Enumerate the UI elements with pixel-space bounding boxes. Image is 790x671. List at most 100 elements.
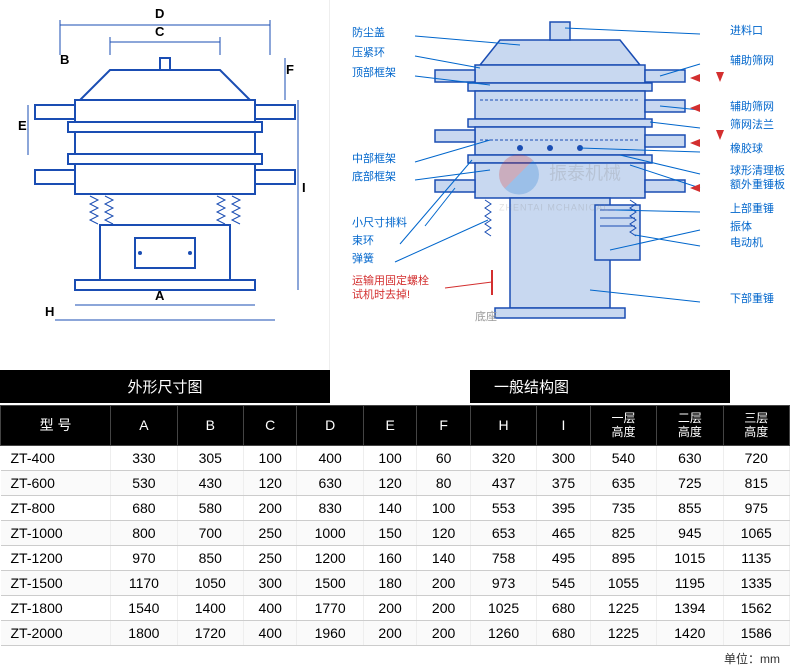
table-cell: 945 xyxy=(657,520,723,545)
table-cell: 700 xyxy=(177,520,243,545)
table-cell: ZT-600 xyxy=(1,470,111,495)
table-cell: 630 xyxy=(297,470,363,495)
callout-l3: 中部框架 xyxy=(352,150,396,166)
section-label-bar: 外形尺寸图 一般结构图 xyxy=(0,370,790,403)
table-cell: ZT-1500 xyxy=(1,570,111,595)
col-header: A xyxy=(111,406,177,446)
table-cell: 120 xyxy=(417,520,471,545)
table-cell: ZT-1200 xyxy=(1,545,111,570)
table-cell: 100 xyxy=(363,445,417,470)
structure-panel: 防尘盖 压紧环 顶部框架 中部框架 底部框架 小尺寸排料 束环 弹簧 运输用固定… xyxy=(330,0,790,370)
table-cell: 815 xyxy=(723,470,789,495)
table-cell: 1050 xyxy=(177,570,243,595)
col-header: H xyxy=(470,406,536,446)
callout-r4: 橡胶球 xyxy=(730,140,763,156)
table-cell: 200 xyxy=(243,495,297,520)
callout-r1: 辅助筛网 xyxy=(730,52,774,68)
table-cell: 140 xyxy=(417,545,471,570)
table-cell: 1195 xyxy=(657,570,723,595)
table-cell: 80 xyxy=(417,470,471,495)
callout-r6: 额外重锤板 xyxy=(730,176,785,192)
table-cell: 200 xyxy=(417,595,471,620)
table-cell: 150 xyxy=(363,520,417,545)
table-cell: 975 xyxy=(723,495,789,520)
table-cell: 320 xyxy=(470,445,536,470)
callout-l0: 防尘盖 xyxy=(352,24,385,40)
col-header: B xyxy=(177,406,243,446)
table-cell: ZT-400 xyxy=(1,445,111,470)
callout-r3: 筛网法兰 xyxy=(730,116,774,132)
table-cell: 1335 xyxy=(723,570,789,595)
table-cell: 1770 xyxy=(297,595,363,620)
table-cell: 635 xyxy=(590,470,656,495)
table-cell: 395 xyxy=(537,495,591,520)
table-cell: ZT-1800 xyxy=(1,595,111,620)
col-header: C xyxy=(243,406,297,446)
table-row: ZT-1500117010503001500180200973545105511… xyxy=(1,570,790,595)
table-cell: 465 xyxy=(537,520,591,545)
table-cell: 825 xyxy=(590,520,656,545)
table-cell: 1394 xyxy=(657,595,723,620)
table-cell: 758 xyxy=(470,545,536,570)
table-cell: 1500 xyxy=(297,570,363,595)
dim-i: I xyxy=(302,180,306,195)
table-cell: ZT-800 xyxy=(1,495,111,520)
watermark-sub: ZHENTAI MCHANICAL xyxy=(499,203,609,213)
callout-r10: 下部重锤 xyxy=(730,290,774,306)
table-cell: 680 xyxy=(111,495,177,520)
dim-d: D xyxy=(155,6,164,21)
table-cell: 970 xyxy=(111,545,177,570)
table-cell: 1015 xyxy=(657,545,723,570)
dim-c: C xyxy=(155,24,164,39)
watermark-brand: 振泰机械 xyxy=(549,163,621,183)
table-cell: 630 xyxy=(657,445,723,470)
table-cell: 200 xyxy=(363,595,417,620)
table-cell: 1225 xyxy=(590,595,656,620)
table-cell: 180 xyxy=(363,570,417,595)
table-cell: 735 xyxy=(590,495,656,520)
table-cell: 680 xyxy=(537,595,591,620)
dim-f: F xyxy=(286,62,294,77)
callout-r2: 辅助筛网 xyxy=(730,98,774,114)
table-row: ZT-40033030510040010060320300540630720 xyxy=(1,445,790,470)
callout-l1: 压紧环 xyxy=(352,44,385,60)
table-cell: 495 xyxy=(537,545,591,570)
callout-l5: 小尺寸排料 xyxy=(352,214,407,230)
table-cell: 300 xyxy=(243,570,297,595)
table-cell: 1055 xyxy=(590,570,656,595)
table-cell: 895 xyxy=(590,545,656,570)
table-cell: 400 xyxy=(297,445,363,470)
table-cell: 120 xyxy=(363,470,417,495)
callout-r9: 电动机 xyxy=(730,234,763,250)
col-header: 型 号 xyxy=(1,406,111,446)
table-cell: 330 xyxy=(111,445,177,470)
table-cell: 653 xyxy=(470,520,536,545)
callout-l7: 弹簧 xyxy=(352,250,374,266)
table-cell: 1540 xyxy=(111,595,177,620)
schematic-panel: D C E F I A H B xyxy=(0,0,330,370)
table-row: ZT-1000800700250100015012065346582594510… xyxy=(1,520,790,545)
table-cell: 60 xyxy=(417,445,471,470)
dim-h: H xyxy=(45,304,54,319)
table-cell: 540 xyxy=(590,445,656,470)
callout-l4: 底部框架 xyxy=(352,168,396,184)
table-cell: 973 xyxy=(470,570,536,595)
table-cell: 1065 xyxy=(723,520,789,545)
table-cell: 250 xyxy=(243,520,297,545)
table-cell: 830 xyxy=(297,495,363,520)
col-header: E xyxy=(363,406,417,446)
callout-l6: 束环 xyxy=(352,232,374,248)
table-cell: 140 xyxy=(363,495,417,520)
table-cell: 1025 xyxy=(470,595,536,620)
unit-label: 单位：mm xyxy=(0,646,790,671)
table-cell: ZT-1000 xyxy=(1,520,111,545)
table-cell: 200 xyxy=(417,570,471,595)
table-cell: 305 xyxy=(177,445,243,470)
table-cell: 100 xyxy=(243,445,297,470)
table-row: ZT-1800154014004001770200200102568012251… xyxy=(1,595,790,620)
table-cell: 375 xyxy=(537,470,591,495)
table-cell: 1000 xyxy=(297,520,363,545)
table-cell: 1562 xyxy=(723,595,789,620)
table-cell: 530 xyxy=(111,470,177,495)
dim-b: B xyxy=(60,52,69,67)
